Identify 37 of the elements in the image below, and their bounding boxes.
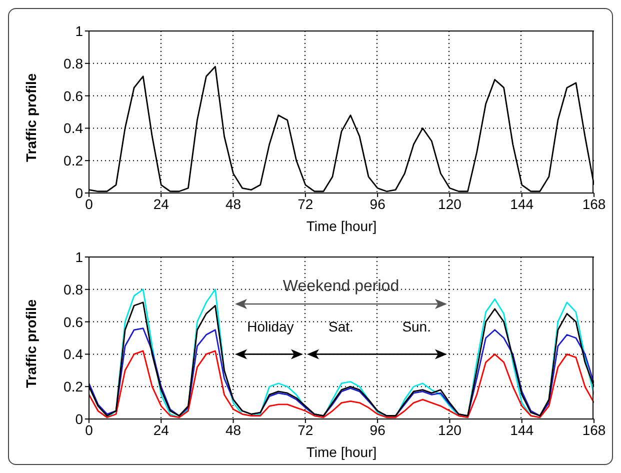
x-tick-label: 24 [153,196,170,212]
y-tick-label: 0.4 [64,346,84,362]
x-tick-label: 72 [298,422,314,438]
x-tick-label: 0 [85,422,94,438]
x-tick-label: 48 [225,422,242,438]
y-tick-label: 0.6 [64,88,84,104]
x-tick-label: 144 [510,422,534,438]
y-tick-label: 0 [75,410,84,427]
x-tick-label: 120 [438,196,462,212]
y-axis-title: Traffic profile [22,73,39,162]
x-axis-title: Time [hour] [306,444,377,460]
y-tick-label: 0.8 [64,55,84,72]
x-tick-label: 144 [510,196,534,212]
annotation: Weekend period [282,278,400,296]
annotation: Sun. [402,318,432,335]
y-tick-label: 1 [75,248,84,265]
x-tick-label: 0 [85,196,94,212]
y-tick-label: 0.6 [64,314,84,330]
y-tick-label: 0.2 [64,378,84,395]
annotation: Sat. [328,318,354,335]
x-axis-title: Time [hour] [306,218,377,234]
y-tick-label: 0.4 [64,120,84,136]
y-tick-label: 1 [75,22,84,39]
y-axis-title: Traffic profile [22,299,39,388]
x-tick-label: 72 [298,196,314,212]
x-tick-label: 96 [370,422,386,438]
line-series [89,350,594,418]
y-tick-label: 0 [75,184,84,201]
x-tick-label: 24 [153,422,170,438]
x-tick-label: 120 [438,422,462,438]
x-tick-label: 168 [582,196,606,212]
y-tick-label: 0.2 [64,152,84,169]
x-tick-label: 48 [225,196,242,212]
x-tick-label: 96 [370,196,386,212]
y-tick-label: 0.8 [64,281,84,298]
x-tick-label: 168 [582,422,606,438]
annotation: Holiday [247,318,294,335]
